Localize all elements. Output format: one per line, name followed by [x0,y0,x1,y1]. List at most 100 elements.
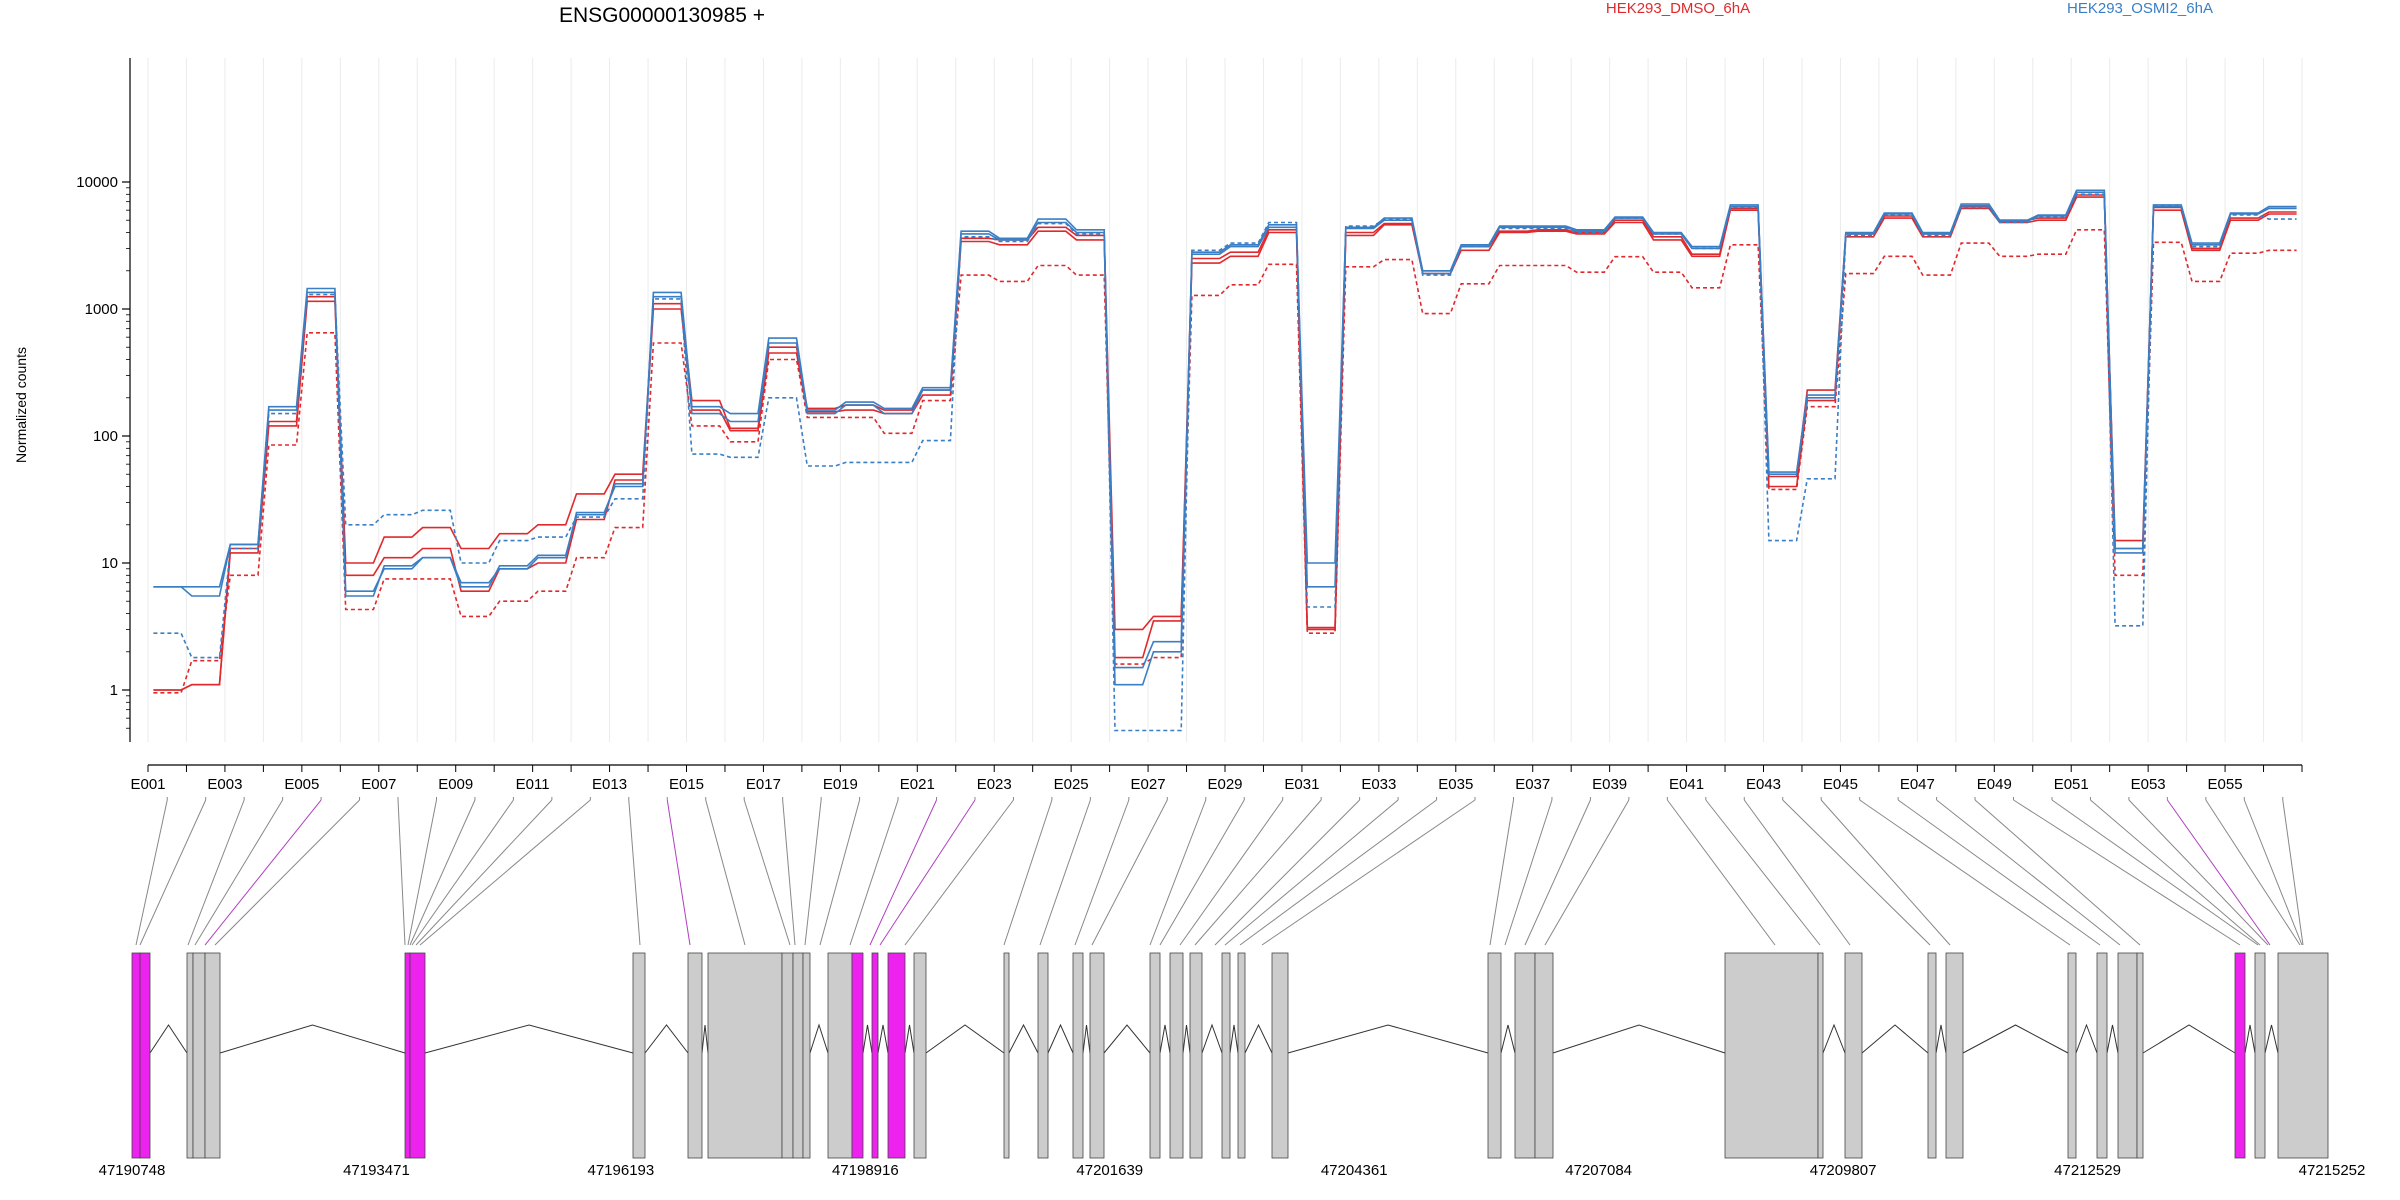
connector-line [666,799,691,946]
intron-line [1047,1023,1074,1054]
x-tick-label: E029 [1207,776,1242,793]
chart-title: ENSG00000130985 + [559,4,765,27]
intron-line [2264,1024,2279,1054]
intron-line [1552,1024,1726,1054]
connector-line [1743,799,1851,946]
coordinate-label: 47215252 [2299,1162,2366,1179]
x-tick-label: E051 [2054,776,2089,793]
exon-block [2096,952,2108,1159]
exon-block [2136,952,2144,1159]
legend-osmi2-label: HEK293_OSMI2_6hA [2067,0,2213,17]
connector-line [2128,799,2269,946]
connector-line [2243,799,2303,946]
x-tick-label: E009 [438,776,473,793]
connector-line [879,799,976,946]
x-tick-label: E015 [669,776,704,793]
exon-block [802,952,811,1159]
exon-block [913,952,927,1159]
connector-line [1091,799,1168,946]
coordinate-label: 47204361 [1321,1162,1388,1179]
exon-block [1927,952,1937,1159]
x-axis: E001 E003 E005 E007 E009 E011 E013 E015 E017 E019… [130,764,2303,793]
coordinate-label: 47201639 [1076,1162,1143,1179]
connector-line [1897,799,2101,946]
exon-block-highlight [2234,952,2246,1159]
intron-line [219,1024,406,1054]
exon-block [1817,952,1824,1159]
connector-line [1705,799,1821,946]
exon-block [707,952,783,1159]
intron-line [2142,1024,2236,1054]
exon-block-highlight [851,952,864,1159]
connector-line [409,799,476,946]
connector-line [2013,799,2241,946]
connector-line [1039,799,1091,946]
intron-line [2106,1024,2119,1054]
exon-block [186,952,194,1159]
intron-line [1962,1024,2069,1054]
intron-line [1822,1023,1846,1054]
connector-line [214,799,360,946]
intron-line [701,1024,709,1054]
connector-line [869,799,937,946]
x-tick-label: E019 [823,776,858,793]
series-line-6 [153,193,2297,732]
connector-line [1074,799,1130,946]
x-tick-label: E003 [207,776,242,793]
connector-line [628,799,641,946]
exon-block-highlight [871,952,879,1159]
connector-line [204,799,322,946]
intron-line [424,1024,634,1054]
exon-block [1089,952,1105,1159]
connector-line [849,799,899,946]
intron-line [1082,1024,1091,1054]
intron-line [1201,1023,1223,1054]
connector-line [1524,799,1591,946]
y-axis: 1 10 100 1000 10000 [76,58,131,742]
connector-line [135,799,168,946]
intron-line [644,1024,689,1054]
intron-line [904,1024,915,1054]
connector-line [1149,799,1207,946]
x-tick-label: E005 [284,776,319,793]
x-tick-label: E041 [1669,776,1704,793]
connector-line [2282,799,2304,946]
x-tick-label: E049 [1977,776,2012,793]
connector-line [1666,799,1776,946]
intron-line [1935,1024,1947,1054]
exon-block [2117,952,2138,1159]
connector-line [1489,799,1514,946]
exon-block [827,952,853,1159]
exon-block [2254,952,2266,1159]
connector-line [2205,799,2301,946]
legend-dmso-label: HEK293_DMSO_6hA [1606,0,1750,17]
connector-line [2051,799,2259,946]
exon-block-highlight [887,952,906,1159]
connector-lines [135,797,2304,946]
exon-block [1487,952,1502,1159]
x-tick-label: E007 [361,776,396,793]
exon-block [687,952,703,1159]
intron-line [862,1024,873,1054]
connector-line [1239,799,1437,946]
intron-line [925,1024,1005,1054]
exon-block [1514,952,1536,1159]
x-tick-label: E017 [746,776,781,793]
connector-line [804,799,822,946]
connector-line [1214,799,1360,946]
connector-line [782,799,796,946]
exon-block [781,952,794,1159]
connector-line [819,799,861,946]
intron-line [149,1024,188,1054]
intron-line [1182,1024,1191,1054]
x-tick-label: E045 [1823,776,1858,793]
x-tick-label: E001 [130,776,165,793]
connector-line [904,799,1014,946]
x-tick-label: E053 [2131,776,2166,793]
exon-block [1534,952,1554,1159]
connector-line [1003,799,1053,946]
exon-block [192,952,206,1159]
y-tick-label: 100 [93,428,118,445]
exon-block [1072,952,1084,1159]
coordinate-label: 47190748 [99,1162,166,1179]
